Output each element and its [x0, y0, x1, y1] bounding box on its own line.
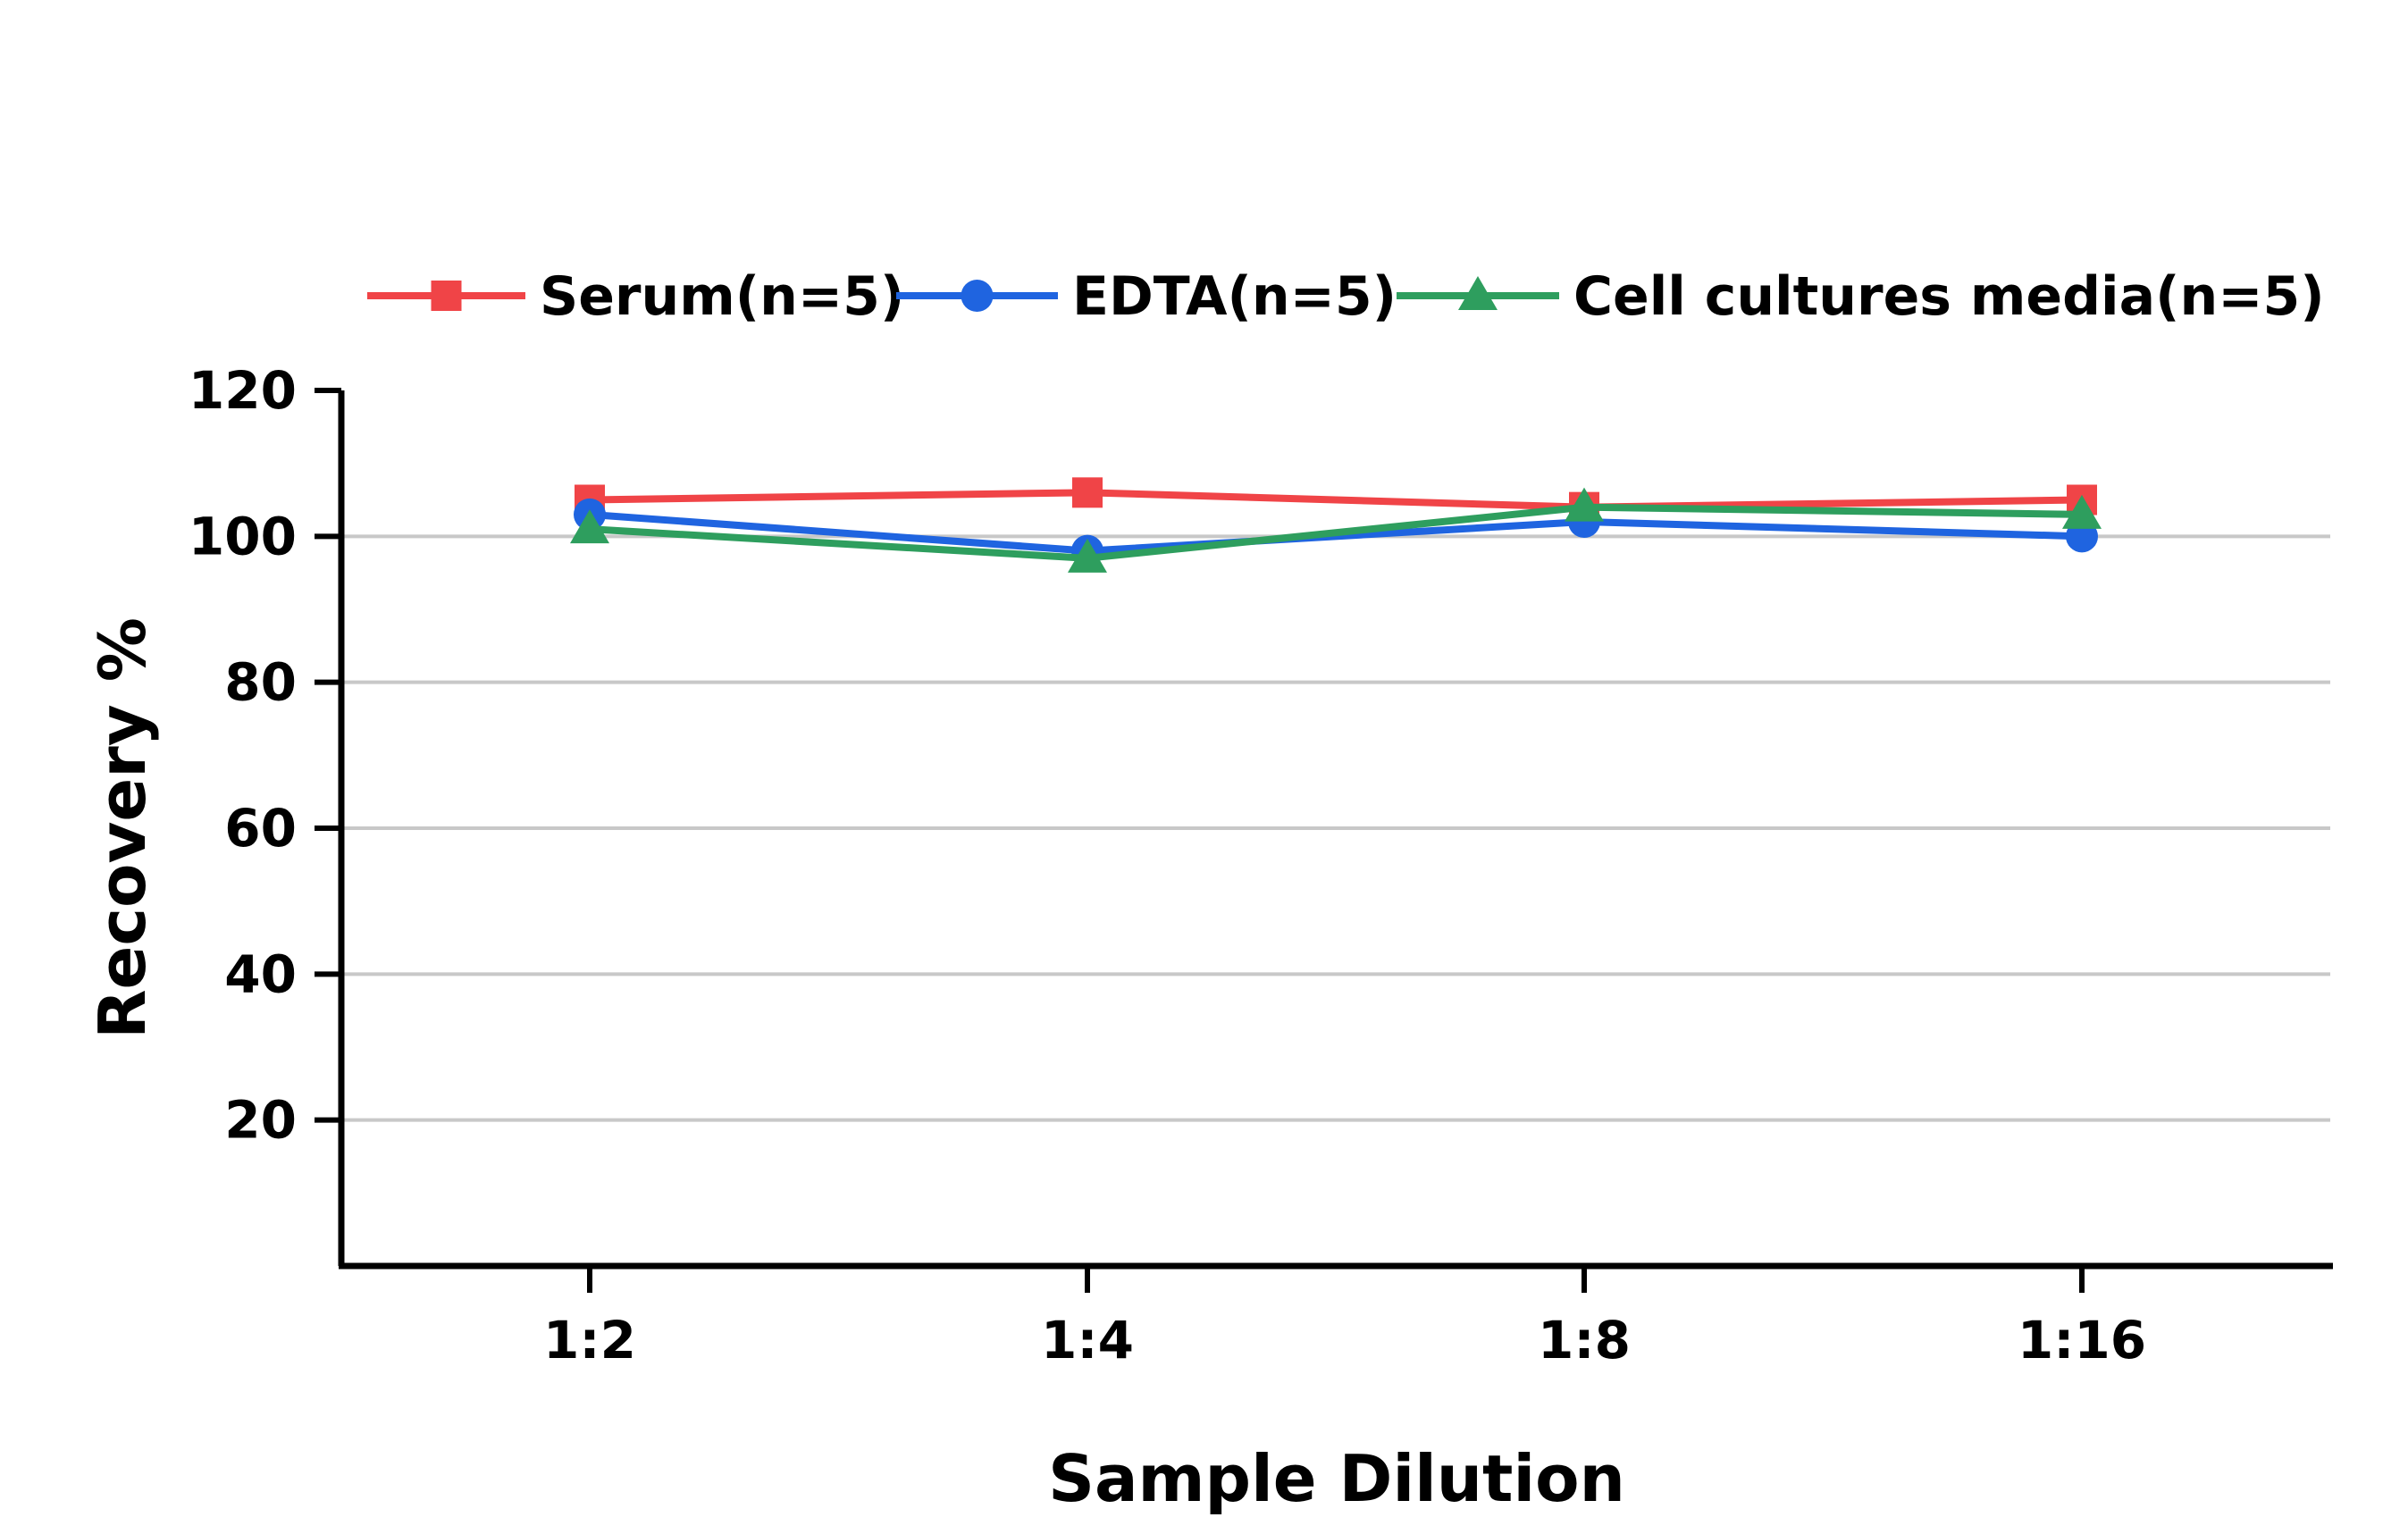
data-point	[1068, 538, 1107, 573]
y-tick-label: 80	[224, 652, 297, 713]
series-line	[589, 510, 2083, 555]
series	[570, 477, 2102, 573]
legend: Serum(n=5) EDTA(n=5) Cell cultures media(n…	[367, 265, 2325, 328]
data-point	[1565, 487, 1604, 522]
legend-item: Cell cultures media(n=5)	[1397, 265, 2325, 328]
y-ticks: 20 40 60 80 100 120	[189, 360, 341, 1151]
y-tick-label: 100	[189, 506, 297, 566]
series-2	[570, 487, 2102, 573]
series-line	[589, 489, 2083, 511]
series-line	[589, 503, 2083, 562]
x-tick-label: 1:4	[1041, 1310, 1134, 1371]
x-tick-label: 1:8	[1538, 1310, 1631, 1371]
y-tick-label: 120	[189, 360, 297, 421]
legend-item: EDTA(n=5)	[896, 265, 1397, 328]
legend-label: Cell cultures media(n=5)	[1573, 265, 2325, 328]
legend-item: Serum(n=5)	[367, 265, 904, 328]
y-tick-label: 60	[224, 798, 297, 859]
x-axis-title: Sample Dilution	[1048, 1441, 1625, 1516]
y-axis-title: Recovery %	[85, 617, 160, 1039]
legend-marker	[961, 280, 994, 312]
y-tick-label: 40	[224, 943, 297, 1004]
series-0	[575, 477, 2097, 523]
legend-marker	[431, 281, 462, 311]
data-point	[2062, 494, 2102, 529]
legend-label: Serum(n=5)	[540, 265, 904, 328]
x-tick-label: 1:2	[543, 1310, 636, 1371]
x-tick-label: 1:16	[2018, 1310, 2146, 1371]
y-tick-label: 20	[224, 1090, 297, 1151]
x-ticks: 1:2 1:4 1:8 1:16	[543, 1266, 2146, 1371]
legend-label: EDTA(n=5)	[1072, 265, 1397, 328]
grid-lines	[341, 534, 2330, 1122]
data-point	[570, 509, 609, 544]
data-point	[1072, 477, 1103, 508]
legend-marker	[1458, 276, 1498, 310]
